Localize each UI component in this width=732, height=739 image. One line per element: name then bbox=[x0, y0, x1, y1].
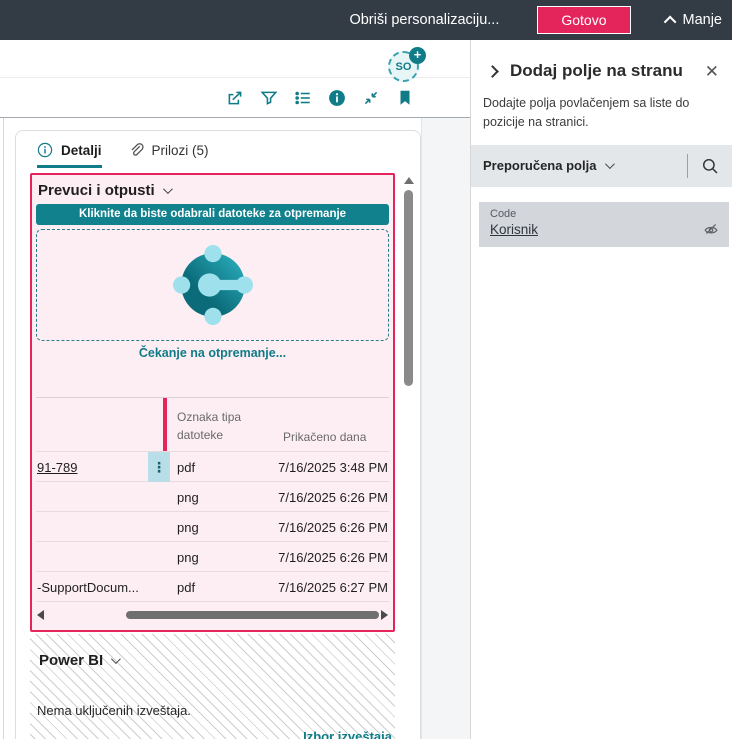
attachments-table: Oznaka tipa datoteke Prikačeno dana 91-7… bbox=[36, 397, 389, 602]
file-dropzone[interactable] bbox=[36, 229, 389, 341]
avatar[interactable]: SO + bbox=[388, 47, 426, 82]
workspace: Detalji Prilozi (5) Prevuci i otpusti bbox=[0, 118, 470, 739]
list-icon[interactable] bbox=[294, 89, 312, 107]
tab-attachments[interactable]: Prilozi (5) bbox=[128, 142, 209, 168]
panel-description: Dodajte polja povlačenjem sa liste do po… bbox=[483, 96, 690, 129]
bookmark-icon[interactable] bbox=[396, 89, 414, 107]
business-central-upload-icon bbox=[172, 245, 253, 325]
scroll-up-arrow[interactable] bbox=[404, 177, 414, 184]
chevron-down-icon bbox=[111, 654, 122, 665]
factbox-card: Detalji Prilozi (5) Prevuci i otpusti bbox=[15, 130, 421, 739]
collapse-icon[interactable] bbox=[362, 89, 380, 107]
chevron-down-icon bbox=[162, 184, 173, 195]
done-button[interactable]: Gotovo bbox=[537, 6, 631, 34]
search-icon[interactable] bbox=[701, 157, 719, 175]
field-caption: Code bbox=[490, 207, 517, 220]
page-gutter bbox=[421, 118, 470, 739]
scroll-right-arrow[interactable] bbox=[381, 610, 388, 620]
page-edge-divider bbox=[3, 118, 4, 739]
card-toolbar bbox=[0, 78, 470, 118]
panel-header: Dodaj polje na stranu ✕ bbox=[471, 40, 732, 81]
powerbi-empty-message: Nema uključenih izveštaja. bbox=[37, 703, 191, 718]
field-filter-dropdown[interactable]: Preporučena polja bbox=[483, 158, 616, 173]
upload-section-header[interactable]: Prevuci i otpusti bbox=[36, 180, 389, 204]
add-field-panel: Dodaj polje na stranu ✕ Dodajte polja po… bbox=[470, 40, 732, 739]
row-menu-button[interactable]: ⋮ bbox=[148, 452, 170, 482]
close-icon[interactable]: ✕ bbox=[704, 61, 719, 81]
chevron-down-icon bbox=[605, 159, 616, 170]
hidden-eye-icon[interactable] bbox=[703, 221, 719, 237]
chevron-up-icon bbox=[663, 15, 676, 28]
page-area: SO + bbox=[0, 40, 470, 739]
clear-personalization-button[interactable]: Obriši personalizaciju... bbox=[349, 12, 500, 28]
table-row: png 7/16/2025 6:26 PM bbox=[36, 481, 389, 511]
attachment-name-link[interactable]: 91-789 bbox=[37, 459, 78, 475]
select-files-button[interactable]: Kliknite da biste odabrali datoteke za o… bbox=[36, 204, 389, 225]
table-row: png 7/16/2025 6:26 PM bbox=[36, 511, 389, 541]
info-circle-icon bbox=[37, 142, 53, 158]
share-icon[interactable] bbox=[226, 89, 244, 107]
table-row: 91-789 ⋮ pdf 7/16/2025 3:48 PM bbox=[36, 451, 389, 482]
factbox-tabs: Detalji Prilozi (5) bbox=[16, 131, 420, 168]
powerbi-section-header[interactable]: Power BI bbox=[37, 650, 388, 674]
field-name-link[interactable]: Korisnik bbox=[490, 221, 539, 237]
personalization-topbar: Obriši personalizaciju... Gotovo Manje bbox=[0, 0, 732, 40]
attachment-name: -SupportDocum... bbox=[37, 579, 139, 595]
vertical-scroll-thumb[interactable] bbox=[404, 190, 413, 386]
paperclip-icon bbox=[131, 143, 144, 156]
divider bbox=[687, 153, 688, 178]
col-header-attached[interactable]: Prikačeno dana bbox=[283, 430, 367, 444]
info-icon[interactable] bbox=[328, 89, 346, 107]
vertical-scrollbar bbox=[404, 177, 414, 386]
table-row: -SupportDocum... pdf 7/16/2025 6:27 PM bbox=[36, 571, 389, 601]
report-selection-link[interactable]: Izbor izveštaja bbox=[303, 729, 392, 739]
waiting-upload-text: Čekanje na otpremanje... bbox=[138, 346, 287, 360]
horizontal-scroll-thumb[interactable] bbox=[126, 611, 379, 619]
panel-title: Dodaj polje na stranu bbox=[510, 61, 683, 80]
field-filter-row: Preporučena polja bbox=[471, 144, 732, 187]
col-header-file-type[interactable]: Oznaka tipa datoteke bbox=[177, 410, 242, 442]
less-button[interactable]: Manje bbox=[663, 12, 722, 28]
scroll-left-arrow[interactable] bbox=[37, 610, 44, 620]
horizontal-scroll-track[interactable] bbox=[48, 611, 379, 619]
collapse-panel-icon[interactable] bbox=[486, 64, 499, 78]
filter-icon[interactable] bbox=[260, 89, 278, 107]
page-header: SO + bbox=[0, 40, 470, 82]
powerbi-section: Power BI Nema uključenih izveštaja. Izbo… bbox=[30, 634, 395, 739]
upload-section-title: Prevuci i otpusti bbox=[38, 182, 155, 199]
table-row: png 7/16/2025 6:26 PM bbox=[36, 541, 389, 571]
horizontal-scrollbar bbox=[37, 605, 388, 625]
column-insert-marker bbox=[163, 398, 167, 451]
powerbi-section-title: Power BI bbox=[39, 652, 104, 669]
draggable-field-item[interactable]: Code Korisnik bbox=[479, 201, 729, 247]
add-badge-icon[interactable]: + bbox=[409, 47, 426, 64]
attachments-table-header: Oznaka tipa datoteke Prikačeno dana bbox=[36, 397, 389, 451]
tab-details[interactable]: Detalji bbox=[37, 142, 102, 168]
upload-section-highlighted: Prevuci i otpusti Kliknite da biste odab… bbox=[30, 173, 395, 632]
